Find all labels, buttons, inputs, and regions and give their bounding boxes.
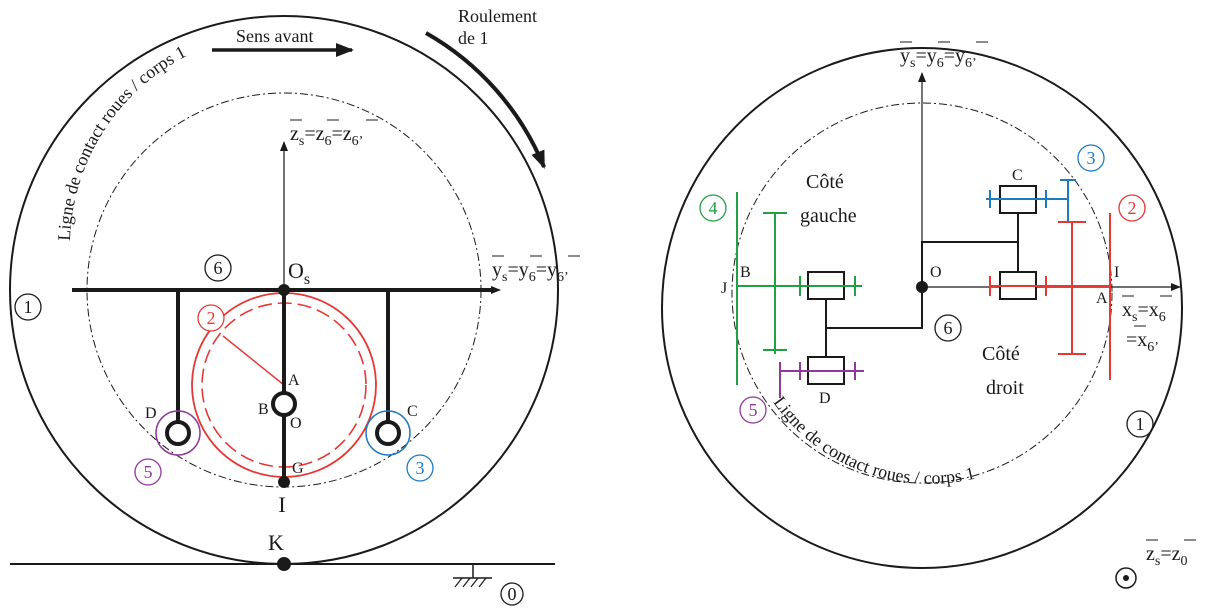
- part-2-red: [989, 213, 1111, 380]
- wheel-2-radius: [222, 335, 285, 386]
- roulement-arrow: [425, 31, 546, 169]
- right-point-o: O: [930, 264, 942, 281]
- right-label-circle-5: [739, 396, 767, 424]
- point-i: I: [278, 492, 285, 517]
- right-axis-z-symbol: [1115, 567, 1137, 589]
- wheel-3-circle: [365, 410, 411, 456]
- right-diagram: Ligne de contact roues / corps 1 1 ys=y6…: [661, 41, 1196, 589]
- right-label-4: 4: [709, 198, 718, 218]
- right-point-i: I: [1114, 264, 1119, 281]
- label-2: 2: [207, 308, 216, 328]
- right-contact-line-label: Ligne de contact roues / corps 1: [770, 392, 977, 487]
- point-g-dot: [278, 476, 290, 488]
- right-label-2: 2: [1128, 198, 1137, 218]
- cote-droit-line-2: droit: [986, 377, 1024, 399]
- contact-line-label: Ligne de contact roues / corps 1: [54, 42, 189, 242]
- sens-avant-label: Sens avant: [236, 26, 313, 46]
- right-axis-x-vector-bars: [1122, 295, 1172, 327]
- right-axis-x-label-1: xs=x6: [1122, 299, 1166, 325]
- label-6: 6: [214, 258, 223, 278]
- ground-hatch: [454, 577, 487, 588]
- wheel-5-circle: [155, 410, 201, 456]
- label-circle-1: [14, 293, 42, 321]
- part-3-blue: [986, 179, 1076, 222]
- pivot-o: [271, 391, 297, 417]
- part-4-green: [736, 192, 862, 385]
- point-os-dot: [278, 284, 290, 296]
- right-point-c: C: [1012, 167, 1023, 184]
- right-label-6: 6: [944, 318, 953, 338]
- right-axis-x-label-2: =x6’: [1126, 329, 1159, 355]
- right-contact-line-circle: [731, 102, 1113, 484]
- right-point-a: A: [1096, 290, 1108, 307]
- label-circle-0: [500, 582, 524, 606]
- point-os: Os: [288, 258, 310, 288]
- label-5: 5: [144, 462, 153, 482]
- right-axis-z-label: zs=z0: [1146, 543, 1188, 569]
- roulement-label-1: Roulement: [458, 6, 537, 26]
- cote-droit-line-1: Côté: [982, 343, 1020, 365]
- point-d: D: [145, 405, 157, 422]
- point-c: C: [407, 403, 418, 420]
- right-label-5: 5: [749, 400, 758, 420]
- right-axis-z-dot: [1123, 575, 1129, 581]
- label-1: 1: [24, 297, 33, 317]
- point-a: A: [288, 372, 300, 389]
- label-circle-6: [204, 254, 232, 282]
- right-point-b: B: [740, 264, 751, 281]
- right-label-circle-4: [699, 194, 727, 222]
- right-point-j: J: [721, 280, 727, 297]
- right-point-o-dot: [916, 281, 928, 293]
- point-g: G: [292, 460, 304, 477]
- right-label-circle-2: [1118, 194, 1146, 222]
- label-circle-3: [406, 454, 434, 482]
- point-o: O: [290, 415, 302, 432]
- right-label-circle-3: [1077, 144, 1105, 172]
- wheel-c-pivot: [375, 420, 401, 446]
- cote-gauche-line-2: gauche: [800, 205, 857, 227]
- part-5-purple: [779, 362, 864, 398]
- right-body-1-outer-circle: [661, 47, 1183, 569]
- right-axis-y-label: ys=y6=y6’: [900, 45, 977, 71]
- point-k: K: [268, 530, 284, 555]
- point-b: B: [258, 401, 269, 418]
- cote-gauche-line-1: Côté: [806, 171, 844, 193]
- point-k-dot: [277, 557, 291, 571]
- label-0: 0: [508, 584, 517, 604]
- left-diagram: 0 1 Ligne de contact roues / corps 1 Sen…: [9, 6, 580, 606]
- label-circle-5: [134, 458, 162, 486]
- right-point-d: D: [819, 390, 831, 407]
- wheel-d-pivot: [165, 420, 191, 446]
- axis-z-label: zs=z6=z6’: [290, 123, 363, 149]
- right-label-circle-6: [934, 314, 962, 342]
- right-label-1: 1: [1136, 414, 1145, 434]
- right-label-3: 3: [1087, 148, 1096, 168]
- right-body-6-lower-link: [826, 287, 923, 329]
- axis-y-label: ys=y6=y6’: [492, 259, 569, 285]
- roulement-label-2: de 1: [458, 28, 489, 48]
- label-3: 3: [416, 458, 425, 478]
- label-circle-2: [197, 304, 225, 332]
- right-label-circle-1: [1126, 410, 1154, 438]
